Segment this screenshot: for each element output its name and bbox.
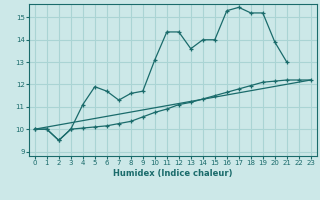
X-axis label: Humidex (Indice chaleur): Humidex (Indice chaleur) bbox=[113, 169, 233, 178]
